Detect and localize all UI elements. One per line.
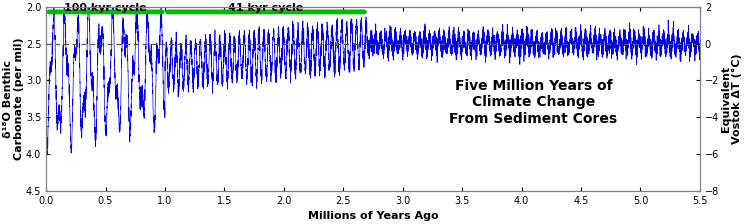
Y-axis label: Equivalent
Vostok ΔT (°C): Equivalent Vostok ΔT (°C) <box>720 54 742 144</box>
Text: 41 kyr cycle: 41 kyr cycle <box>229 3 304 13</box>
Text: 100 kyr cycle: 100 kyr cycle <box>64 3 147 13</box>
X-axis label: Millions of Years Ago: Millions of Years Ago <box>308 211 438 221</box>
Text: Five Million Years of
Climate Change
From Sediment Cores: Five Million Years of Climate Change Fro… <box>449 79 618 126</box>
Y-axis label: δ¹⁸O Benthic
Carbonate (per mil): δ¹⁸O Benthic Carbonate (per mil) <box>3 37 25 160</box>
